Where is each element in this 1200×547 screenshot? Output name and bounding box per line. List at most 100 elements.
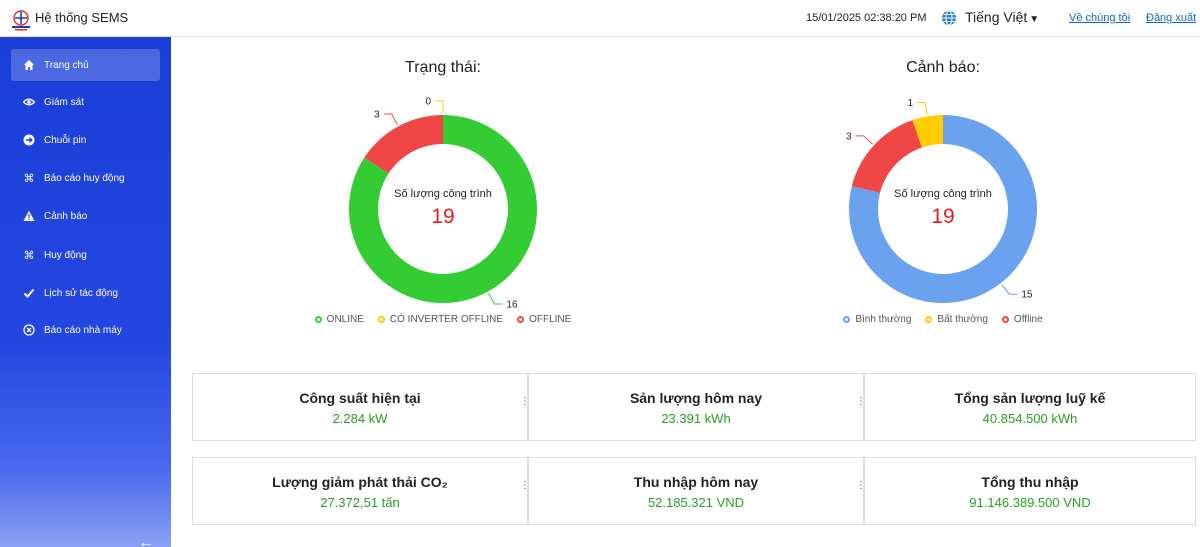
sidebar-item-label: Giám sát [44,96,85,108]
donut-center-label: Số lượng công trình [894,188,992,200]
donut-leader-line [383,113,398,125]
language-select[interactable]: Tiếng Việt ▼ [965,9,1039,25]
donut-slice-warning-0[interactable] [849,115,1037,303]
status-donut: 16 3 0 Số lượng công trình 19 [349,97,537,310]
sidebar: Trang chủ Giám sát Chuỗi pin ⌘ Báo cáo h… [0,37,171,547]
donut-slice-status-2[interactable] [364,115,443,174]
stat-title: Lượng giảm phát thải CO₂ [272,474,448,490]
stat-value: 52.185.321 VND [647,495,745,510]
stat-title: Tổng sản lượng luỹ kế [954,390,1106,406]
legend-item-online[interactable]: ONLINE [314,314,364,325]
sidebar-item-label: Lịch sử tác động [44,287,118,299]
stat-card-total-income: Tổng thu nhập 91.146.389.500 VND [864,457,1196,525]
donut-data-label: 1 [908,98,914,109]
donut-leader-line [1001,284,1018,295]
stat-card-total-output: Tổng sản lượng luỹ kế 40.854.500 kWh [864,373,1196,441]
donut-center-value: 19 [431,205,454,228]
language-label: Tiếng Việt [965,9,1028,25]
donut-slice-status-0[interactable] [349,115,537,303]
stat-value: 23.391 kWh [661,411,731,426]
sidebar-item-action-history[interactable]: Lịch sử tác động [11,277,160,309]
donut-slice-warning-1[interactable] [912,115,943,148]
legend-label: ONLINE [326,314,364,325]
stat-value: 27.372,51 tấn [320,495,400,510]
warning-icon [22,209,36,223]
command-icon: ⌘ [23,172,35,185]
stat-card-today-output: Sản lượng hôm nay 23.391 kWh ⋮ [528,373,866,441]
donut-data-label: 3 [846,131,852,142]
legend-label: CÓ INVERTER OFFLINE [389,314,504,325]
top-header: Hệ thống SEMS 15/01/2025 02:38:20 PM Tiế… [0,0,1200,37]
warning-chart: Cảnh báo: 15 3 1 Số lượng công trình 19 Bình… [693,37,1193,357]
check-icon [22,286,36,300]
stat-value: 2.284 kW [332,411,388,426]
sidebar-item-label: Chuỗi pin [44,134,87,146]
arrow-circle-icon [22,133,36,147]
donut-slice-warning-2[interactable] [851,120,922,194]
legend-dot-icon [377,316,385,323]
sidebar-item-label: Trang chủ [44,59,89,71]
more-vertical-icon[interactable]: ⋮ [856,396,866,407]
close-circle-icon [22,323,36,337]
donut-center-value: 19 [931,205,954,228]
donut-data-label: 3 [374,110,380,121]
status-chart: Trạng thái: 16 3 0 Số lượng công trình 19 ON… [193,37,693,357]
donut-data-label: 16 [506,299,518,310]
legend-item-inverter-offline[interactable]: CÓ INVERTER OFFLINE [377,314,504,325]
app-title: Hệ thống SEMS [35,10,129,25]
stat-value: 91.146.389.500 VND [969,495,1091,510]
donut-leader-line [917,101,928,115]
more-vertical-icon[interactable]: ⋮ [520,480,530,491]
main-content: Trạng thái: 16 3 0 Số lượng công trình 19 ON… [171,37,1200,547]
stat-title: Sản lượng hôm nay [629,390,763,406]
legend-item-abnormal[interactable]: Bất thường [925,314,988,325]
arrow-left-icon[interactable]: ← [138,534,154,547]
status-legend: ONLINE CÓ INVERTER OFFLINE OFFLINE [193,314,693,325]
stat-title: Công suất hiện tại [299,390,421,406]
sidebar-item-warnings[interactable]: Cảnh báo [11,200,160,232]
donut-leader-line [855,135,873,145]
legend-dot-icon [843,316,851,323]
sidebar-item-mobilization[interactable]: ⌘ Huy động [11,239,160,271]
legend-label: Offline [1013,314,1043,325]
stat-title: Tổng thu nhập [981,474,1079,490]
legend-dot-icon [517,316,525,323]
sidebar-item-mobilization-report[interactable]: ⌘ Báo cáo huy động [11,162,160,194]
stat-value: 40.854.500 kWh [982,411,1078,426]
legend-label: OFFLINE [529,314,572,325]
legend-dot-icon [1001,316,1009,323]
command-icon: ⌘ [23,249,35,262]
status-chart-title: Trạng thái: [405,59,481,76]
legend-item-offline[interactable]: Offline [1001,314,1043,325]
legend-item-offline[interactable]: OFFLINE [517,314,571,325]
warning-chart-title: Cảnh báo: [906,59,980,76]
sidebar-item-monitoring[interactable]: Giám sát [11,86,160,118]
legend-dot-icon [925,316,933,323]
stat-card-today-income: Thu nhập hôm nay 52.185.321 VND ⋮ [528,457,866,525]
legend-item-normal[interactable]: Bình thường [843,314,911,325]
stat-card-current-power: Công suất hiện tại 2.284 kW ⋮ [192,373,530,441]
legend-label: Bất thường [937,314,988,325]
sidebar-item-home[interactable]: Trang chủ [11,49,160,81]
legend-dot-icon [314,316,322,323]
donut-center-label: Số lượng công trình [394,188,492,200]
sidebar-item-battery-string[interactable]: Chuỗi pin [11,124,160,156]
globe-icon[interactable] [941,10,957,26]
stat-card-co2-reduction: Lượng giảm phát thải CO₂ 27.372,51 tấn ⋮ [192,457,530,525]
more-vertical-icon[interactable]: ⋮ [856,480,866,491]
stat-title: Thu nhập hôm nay [633,474,759,490]
home-icon [22,58,36,72]
sidebar-item-label: Báo cáo huy động [44,172,125,184]
about-link[interactable]: Về chúng tôi [1069,12,1131,24]
chevron-down-icon: ▼ [1029,14,1040,25]
donut-data-label: 15 [1021,290,1033,301]
legend-label: Bình thường [855,314,912,325]
warning-donut: 15 3 1 Số lượng công trình 19 [846,98,1037,303]
logout-link[interactable]: Đăng xuất [1146,12,1197,24]
current-datetime: 15/01/2025 02:38:20 PM [806,12,927,24]
more-vertical-icon[interactable]: ⋮ [520,396,530,407]
sidebar-item-label: Huy động [44,249,87,261]
evn-logo-icon [12,10,30,31]
sidebar-item-plant-report[interactable]: Báo cáo nhà máy [11,314,160,346]
donut-leader-line [435,100,444,113]
